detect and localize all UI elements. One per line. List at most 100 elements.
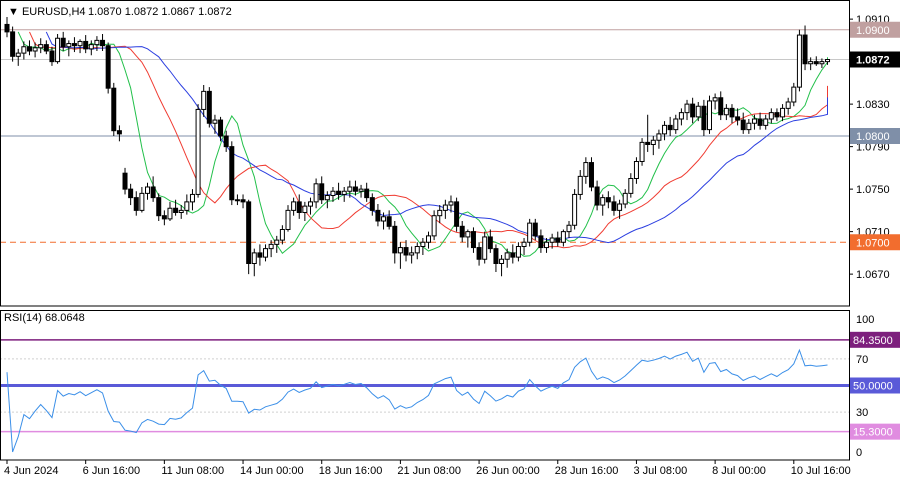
candle-body <box>667 124 673 131</box>
candle-body <box>729 107 735 118</box>
candle <box>21 41 27 60</box>
candle <box>763 114 769 130</box>
candle-body <box>88 44 94 50</box>
candle-body <box>145 186 150 194</box>
candle <box>88 40 94 56</box>
candle <box>128 183 134 206</box>
candle-body <box>381 216 387 222</box>
candle <box>302 201 308 221</box>
candle <box>465 229 471 248</box>
candle-body <box>437 209 443 217</box>
candle-body <box>274 239 280 245</box>
candle <box>116 125 122 142</box>
x-tick-label: 18 Jun 16:00 <box>319 465 383 477</box>
candle-body <box>285 209 291 230</box>
level-tag <box>850 128 900 144</box>
candle <box>588 157 594 192</box>
candle-body <box>32 47 38 52</box>
candle <box>55 34 61 64</box>
candle <box>240 194 246 209</box>
candle <box>263 244 269 262</box>
candle <box>796 29 802 92</box>
candle-body <box>454 201 460 227</box>
rsi-tick-label: 100 <box>856 314 874 326</box>
candle <box>678 108 684 126</box>
candle-body <box>128 188 134 199</box>
x-tick-label: 28 Jun 16:00 <box>555 465 619 477</box>
candle-body <box>499 258 505 264</box>
candle <box>740 112 746 134</box>
candle-body <box>150 186 156 199</box>
candle <box>476 242 482 266</box>
moving-averages <box>17 31 828 257</box>
candle <box>291 197 297 216</box>
candle-body <box>735 116 741 121</box>
candle <box>223 130 229 152</box>
candle <box>600 194 606 216</box>
candle <box>617 199 623 219</box>
candle <box>819 58 825 68</box>
candle <box>420 238 426 255</box>
candle <box>707 95 712 134</box>
candle <box>296 194 302 219</box>
candle <box>437 205 443 224</box>
candle-body <box>583 162 589 177</box>
candle <box>38 38 44 54</box>
chart-frame <box>0 0 850 461</box>
candle <box>684 99 690 121</box>
candle-body <box>684 103 690 114</box>
rsi-tick-label: 0 <box>856 447 862 459</box>
candle-body <box>263 248 269 258</box>
x-tick-label: 21 Jun 08:00 <box>397 465 461 477</box>
candle <box>122 167 128 195</box>
candle-body <box>15 52 21 57</box>
candle <box>274 235 280 253</box>
candle <box>145 182 150 200</box>
candle-body <box>763 118 769 126</box>
candle-body <box>819 61 825 65</box>
x-tick-label: 11 Jun 08:00 <box>161 465 224 477</box>
candle <box>364 182 370 202</box>
candle <box>431 210 437 241</box>
candle-body <box>246 201 252 264</box>
candle-body <box>352 186 358 192</box>
candle <box>746 119 752 134</box>
x-tick-label: 4 Jun 2024 <box>4 465 58 477</box>
candle-body <box>470 231 476 249</box>
candle-body <box>774 112 780 118</box>
candle <box>527 218 533 247</box>
candle <box>470 227 476 253</box>
candle <box>515 242 521 262</box>
candle <box>662 121 668 141</box>
candle-body <box>442 204 448 211</box>
candle-body <box>796 34 802 88</box>
ma-21-line <box>45 31 828 244</box>
candle-body <box>229 146 235 201</box>
candle <box>504 248 510 268</box>
candle-body <box>707 100 712 131</box>
candle <box>375 204 381 227</box>
x-tick-label: 14 Jun 00:00 <box>240 465 304 477</box>
candle <box>139 187 145 213</box>
candle <box>414 242 420 260</box>
candle-body <box>431 215 437 237</box>
candle <box>195 104 201 198</box>
candle <box>178 205 184 219</box>
candle <box>369 193 375 216</box>
candle <box>454 197 460 232</box>
candle-body <box>560 231 566 243</box>
candle <box>577 170 583 200</box>
candle <box>111 82 117 136</box>
candle-body <box>195 108 201 195</box>
candle <box>409 246 415 264</box>
candle-body <box>448 201 454 206</box>
candle-body <box>364 188 370 199</box>
rsi-level-label: 84.3500 <box>853 335 893 347</box>
candle-body <box>105 45 111 89</box>
candle <box>381 212 387 230</box>
candle-body <box>802 34 808 65</box>
y-tick-label: 1.0750 <box>856 184 890 196</box>
candle <box>285 205 291 232</box>
